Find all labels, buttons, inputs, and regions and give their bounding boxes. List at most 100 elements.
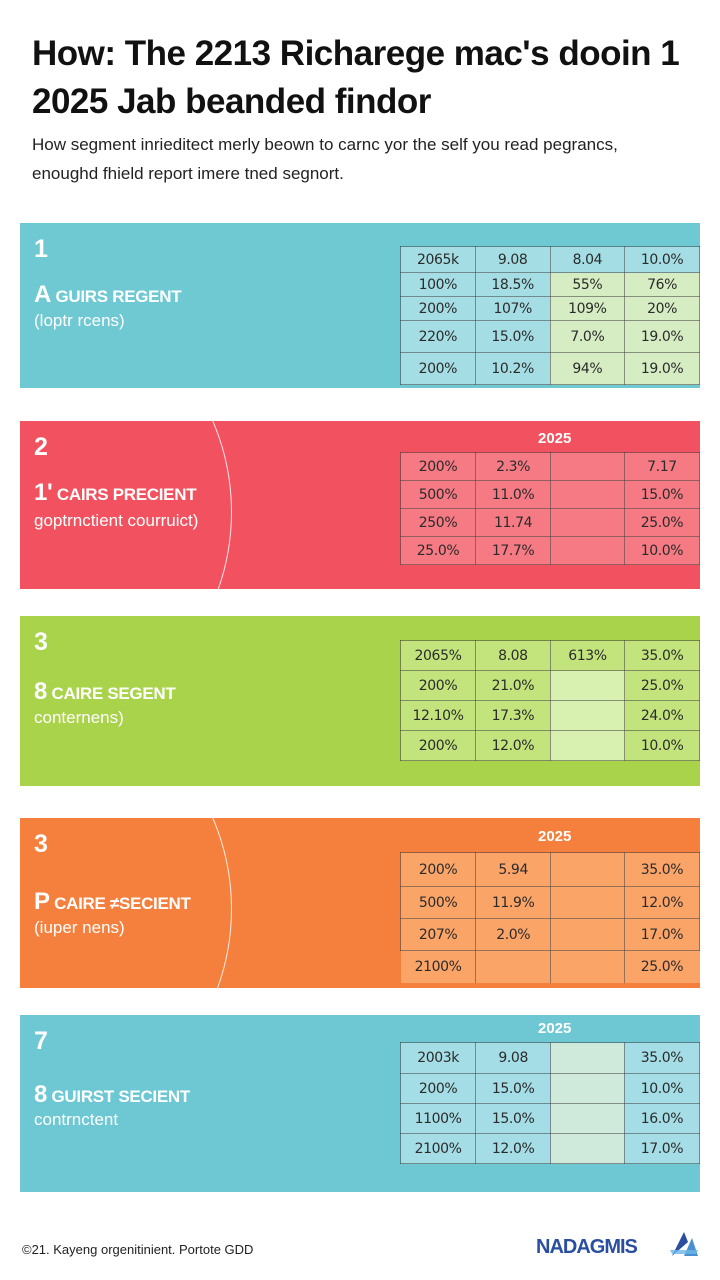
segment-name-text: CAIRE ≠SECIENT (54, 894, 191, 913)
table-cell: 9.08 (474, 246, 551, 273)
segment-table: 200% 2.3% 7.17 500% 11.0% 15.0% 250% 11.74 25.… (399, 452, 700, 565)
segment-desc: (loptr rcens) (34, 311, 125, 330)
segment-table: 200% 5.94 35.0% 500% 11.9% 12.0% 207% 2.0% 17.… (399, 852, 700, 983)
year-label: 2025 (538, 430, 572, 447)
segment-name-text: GUIRS REGENT (55, 287, 182, 306)
table-cell: 10.2% (474, 352, 551, 385)
table-cell: 2.3% (475, 452, 552, 481)
table-cell: 17.7% (475, 536, 552, 565)
segment-table: 2003k 9.08 35.0% 200% 15.0% 10.0% 1100% 15.0%… (399, 1042, 700, 1164)
segment-desc: goptrnctient courruict) (34, 511, 199, 530)
table-cell (550, 1103, 625, 1134)
logo-mark-icon (670, 1232, 698, 1256)
table-cell: 76% (624, 272, 700, 297)
table-cell: 2065k (400, 246, 476, 273)
segment-name-prefix: A (34, 281, 52, 308)
table-cell: 18.5% (474, 272, 551, 297)
table-cell: 200% (399, 670, 477, 701)
table-cell: 25.0% (624, 670, 700, 701)
segment-panel-4: 3 P CAIRE ≠SECIENT (iuper nens) 2025 200… (20, 818, 700, 988)
table-cell: 613% (549, 640, 626, 671)
table-cell: 25.0% (623, 508, 700, 537)
segment-panel-1: 1 A GUIRS REGENT (loptr rcens) 2065k 9.08… (20, 223, 700, 388)
table-cell: 200% (400, 352, 476, 385)
table-cell: 15.0% (475, 1073, 552, 1104)
brand-logo: NADAGMIS (536, 1236, 638, 1258)
table-cell: 12.0% (475, 730, 551, 761)
table-cell: 15.0% (475, 1103, 552, 1134)
segment-table: 2065k 9.08 8.04 10.0% 100% 18.5% 55% 76% 200% 1… (400, 246, 700, 385)
table-cell (475, 950, 552, 983)
table-cell: 55% (549, 272, 626, 297)
segment-desc: (iuper nens) (34, 918, 125, 937)
table-cell (550, 918, 625, 951)
table-cell: 109% (549, 296, 626, 321)
table-cell: 500% (399, 480, 477, 509)
table-cell: 24.0% (624, 700, 700, 731)
segment-panel-3: 3 8 CAIRE SEGENT conternens) 2065% 8.08 61… (20, 616, 700, 786)
table-cell: 25.0% (623, 950, 700, 983)
table-cell: 200% (400, 296, 476, 321)
table-cell: 10.0% (624, 730, 700, 761)
table-cell (550, 452, 625, 481)
table-cell (549, 730, 626, 761)
table-cell (550, 1073, 625, 1104)
table-cell: 19.0% (624, 320, 700, 353)
segment-number: 3 (34, 830, 48, 858)
table-cell (550, 480, 625, 509)
segment-name: 1' CAIRS PRECIENT (34, 479, 197, 507)
table-cell: 25.0% (399, 536, 477, 565)
table-cell: 1100% (399, 1103, 477, 1134)
table-cell: 16.0% (623, 1103, 700, 1134)
segment-name-prefix: 8 (34, 1081, 48, 1108)
segment-name-prefix: 1' (34, 479, 53, 506)
table-cell: 500% (399, 886, 477, 919)
table-cell: 35.0% (624, 640, 700, 671)
segment-name: 8 GUIRST SECIENT (34, 1081, 190, 1109)
segment-number: 7 (34, 1027, 48, 1055)
segment-table: 2065% 8.08 613% 35.0% 200% 21.0% 25.0% 12.10%… (399, 640, 700, 761)
table-cell: 7.0% (549, 320, 626, 353)
table-cell: 100% (400, 272, 476, 297)
table-cell (550, 886, 625, 919)
table-cell: 2003k (399, 1042, 477, 1074)
year-label: 2025 (538, 1020, 572, 1037)
table-cell: 2065% (399, 640, 477, 671)
table-cell: 200% (399, 1073, 477, 1104)
table-cell: 17.3% (475, 700, 551, 731)
table-cell: 10.0% (624, 246, 700, 273)
segment-panel-5: 7 8 GUIRST SECIENT contrnctent 2025 2003… (20, 1015, 700, 1192)
decorative-arc (20, 421, 232, 589)
table-cell: 17.0% (623, 918, 700, 951)
table-cell: 15.0% (474, 320, 551, 353)
segment-name-text: GUIRST SECIENT (51, 1087, 191, 1106)
table-cell (550, 536, 625, 565)
table-cell: 12.0% (475, 1133, 552, 1164)
segment-number: 2 (34, 433, 48, 461)
segment-number: 3 (34, 628, 48, 656)
table-cell (550, 1133, 625, 1164)
table-cell: 5.94 (475, 852, 552, 887)
table-cell (550, 1042, 625, 1074)
table-cell: 8.08 (475, 640, 551, 671)
table-cell: 200% (399, 852, 477, 887)
table-cell: 35.0% (623, 1042, 700, 1074)
segment-number: 1 (34, 235, 48, 263)
table-cell (550, 852, 625, 887)
table-cell: 207% (399, 918, 477, 951)
table-cell (550, 950, 625, 983)
decorative-arc (20, 818, 232, 988)
table-cell: 10.0% (623, 536, 700, 565)
table-cell (550, 508, 625, 537)
table-cell: 107% (474, 296, 551, 321)
segment-name: 8 CAIRE SEGENT (34, 678, 176, 706)
segment-name-text: CAIRE SEGENT (51, 684, 176, 703)
segment-name: P CAIRE ≠SECIENT (34, 888, 191, 916)
table-cell: 220% (400, 320, 476, 353)
table-cell: 250% (399, 508, 477, 537)
table-cell (549, 670, 626, 701)
segment-name-text: CAIRS PRECIENT (56, 485, 197, 504)
table-cell: 11.0% (475, 480, 552, 509)
segment-name: A GUIRS REGENT (34, 281, 182, 309)
year-label: 2025 (538, 828, 572, 845)
